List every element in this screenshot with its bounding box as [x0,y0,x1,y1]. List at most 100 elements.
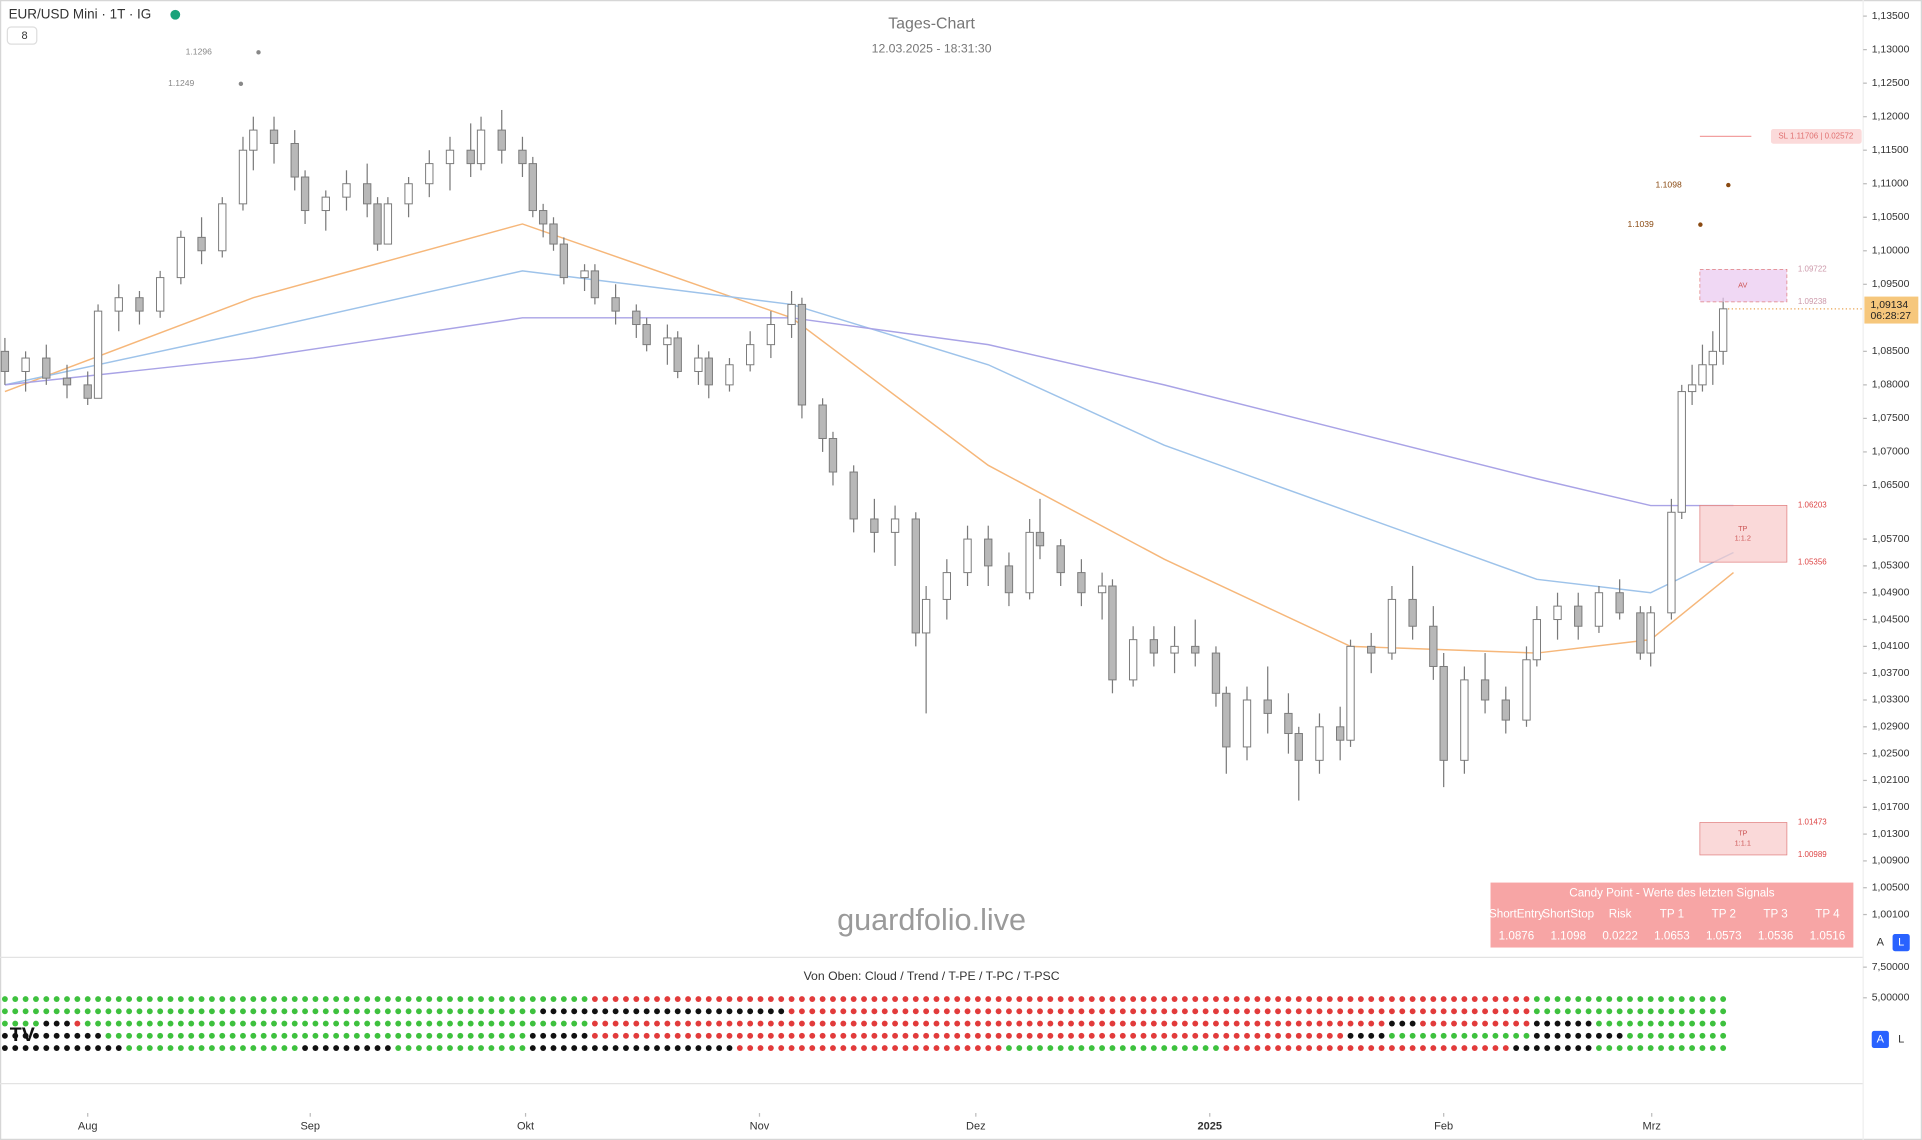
state-dot [1709,1045,1716,1051]
state-dot [529,1020,536,1027]
scale-button[interactable] [1871,1030,1889,1049]
scale-button-label[interactable]: A [1877,937,1885,949]
state-dot [830,996,836,1002]
state-dot [705,1045,712,1051]
scale-button[interactable] [1892,934,1910,952]
state-dot [695,1020,702,1027]
state-dot [291,1020,298,1027]
symbol: EUR/USD Mini · 1T · IG [9,6,152,21]
state-dot [64,1032,70,1039]
state-dot [1616,1020,1623,1027]
state-dot [1678,996,1685,1002]
state-dot [602,1020,609,1027]
candle-body [1346,645,1355,741]
state-dot [281,1045,288,1051]
state-dot [343,1020,350,1027]
candle-body [1429,625,1438,667]
state-dot [74,1008,81,1015]
candle-body [42,357,51,379]
state-dot [1181,996,1188,1002]
state-dot [571,1045,578,1051]
table-background [1490,882,1854,948]
state-dot [943,996,950,1002]
state-dot [1564,1045,1571,1051]
state-dot [260,1020,267,1027]
state-dot [902,1045,909,1051]
candle-body [342,183,351,198]
state-dot [95,1045,102,1051]
state-dot [1140,1045,1147,1051]
state-dot [1285,996,1292,1002]
state-dot [12,996,19,1002]
state-dot [654,1032,660,1039]
state-dot [478,1032,484,1039]
candle-body [1480,679,1490,701]
state-dot [105,996,112,1002]
state-dot [415,996,422,1002]
state-dot [1088,1045,1095,1051]
scale-button-label[interactable]: A [1877,1033,1885,1045]
state-dot [322,1008,329,1015]
state-dot [933,1045,940,1051]
state-dot [1678,1032,1685,1039]
state-dot [188,1032,195,1039]
state-dot [1647,996,1654,1002]
state-dot [767,1045,774,1051]
state-dot [1181,1032,1188,1039]
state-dot [1627,1045,1633,1051]
state-dot [1306,1020,1313,1027]
state-dot [1099,1032,1106,1039]
scale-button[interactable] [1892,1030,1910,1049]
zone-ratio: 1:1.2 [1735,534,1751,543]
state-dot [1689,996,1696,1002]
candle-body [445,149,455,165]
state-dot [1223,1032,1230,1039]
candle-body [642,324,651,346]
interval-badge-label[interactable]: 8 [21,30,27,42]
candle-body [828,438,838,473]
state-dot [1564,996,1571,1002]
state-dot [208,1045,215,1051]
state-dot [861,1008,867,1015]
state-dot [674,1020,681,1027]
state-dot [74,996,81,1002]
state-dot [281,1032,288,1039]
state-dot [540,1020,547,1027]
state-dot [612,1045,619,1051]
interval-badge[interactable] [6,26,38,45]
scale-button-label[interactable]: L [1898,937,1904,949]
state-dot [560,1032,567,1039]
candle-body [984,538,993,567]
state-dot [591,1045,598,1051]
table-header: TP 4 [1815,908,1840,921]
candle-body [1294,733,1303,761]
state-dot [415,1045,422,1051]
table-header: TP 3 [1763,908,1787,921]
state-dot [95,1008,102,1015]
state-dot [1523,1045,1530,1051]
state-dot [830,1020,836,1027]
state-dot [1150,1045,1157,1051]
state-dot [74,1020,81,1027]
state-dot [1533,1008,1540,1015]
state-dot [892,996,899,1002]
state-dot [1347,1032,1354,1039]
scale-button-label[interactable]: L [1898,1033,1904,1045]
state-dot [954,1008,961,1015]
state-dot [229,1045,236,1051]
state-dot [1368,996,1375,1002]
candle-body [238,149,248,205]
state-dot [923,1008,930,1015]
state-dot [1347,1020,1354,1027]
state-dot [405,1020,412,1027]
state-dot [1461,1008,1468,1015]
candle-body [1108,585,1117,681]
state-dot [105,1045,112,1051]
state-dot [333,1008,340,1015]
state-dot [343,1045,350,1051]
state-dot [840,1020,847,1027]
state-dot [509,1020,516,1027]
state-dot [664,1020,671,1027]
scale-button[interactable] [1871,934,1889,952]
